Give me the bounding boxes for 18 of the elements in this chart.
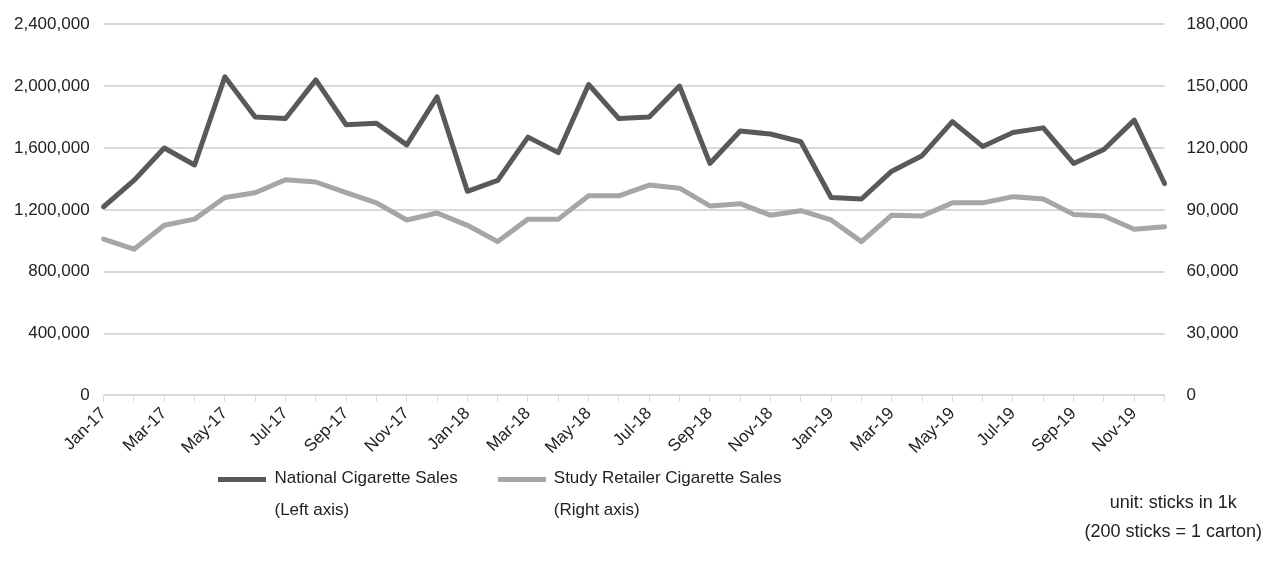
y2-tick-label: 120,000 (1186, 137, 1248, 157)
y2-tick-label: 60,000 (1186, 261, 1239, 281)
y-tick-label: 1,200,000 (13, 199, 90, 219)
y2-tick-label: 180,000 (1186, 13, 1248, 33)
y-tick-label: 2,000,000 (13, 75, 90, 95)
y-tick-label: 0 (80, 385, 90, 405)
text: unit: sticks in 1k (1108, 491, 1238, 514)
text: (200 sticks = 1 carton) (1084, 520, 1262, 543)
y-tick-label: 400,000 (28, 323, 90, 343)
y-tick-label: 800,000 (28, 261, 90, 281)
legend-label: Study Retailer Cigarette Sales (Right axis) (553, 467, 782, 521)
y2-tick-label: 0 (1186, 385, 1197, 405)
y2-tick-label: 150,000 (1186, 75, 1248, 95)
y2-tick-label: 90,000 (1186, 199, 1239, 219)
y2-tick-label: 30,000 (1186, 323, 1239, 343)
y-tick-label: 1,600,000 (13, 137, 90, 157)
legend-label: National Cigarette Sales (Left axis) (274, 467, 458, 521)
y-tick-label: 2,400,000 (13, 13, 90, 33)
